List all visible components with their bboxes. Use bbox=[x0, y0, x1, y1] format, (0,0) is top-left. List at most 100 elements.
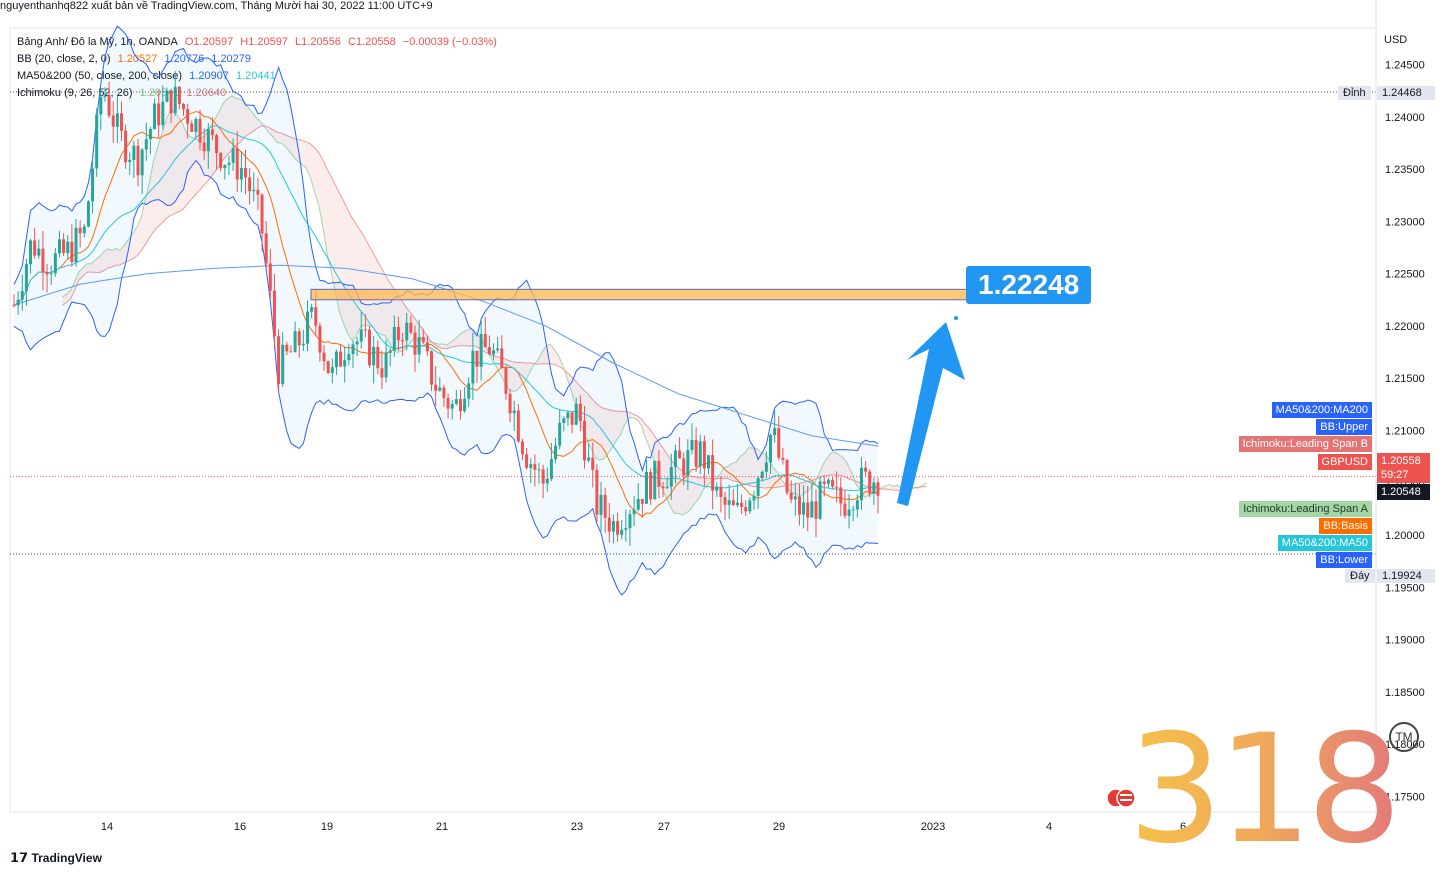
y-tick-label: 1.18500 bbox=[1385, 687, 1425, 699]
candle-body bbox=[781, 457, 785, 460]
candle-body bbox=[215, 135, 219, 154]
candle-body bbox=[177, 86, 181, 105]
symbol-tag: GBPUSD bbox=[1317, 454, 1372, 470]
ma200-tag: MA50&200:MA200 bbox=[1271, 402, 1372, 418]
candle-body bbox=[504, 367, 508, 394]
candle-body bbox=[587, 457, 591, 461]
x-tick-label: 16 bbox=[234, 821, 246, 833]
candle-body bbox=[773, 428, 777, 436]
candle-body bbox=[277, 336, 281, 385]
candle-body bbox=[851, 509, 855, 511]
candle-body bbox=[475, 350, 479, 367]
candle-body bbox=[558, 422, 562, 446]
candle-body bbox=[384, 352, 388, 378]
candle-body bbox=[248, 177, 252, 192]
candle-body bbox=[173, 86, 177, 114]
candle-body bbox=[740, 502, 744, 507]
candle-body bbox=[33, 240, 37, 256]
price-axis[interactable]: 1.24500 1.24000 1.23500 1.23000 1.22500 1.220… bbox=[1375, 0, 1425, 840]
candle-body bbox=[876, 482, 880, 496]
candle-body bbox=[603, 494, 607, 518]
span-b-line bbox=[62, 125, 927, 492]
candle-body bbox=[434, 384, 438, 391]
candle-body bbox=[425, 342, 429, 352]
candle-body bbox=[479, 334, 483, 367]
ma-legend[interactable]: MA50&200 (50, close, 200, close) 1.20907… bbox=[17, 70, 280, 82]
time-axis[interactable]: 14 16 19 21 23 27 29 2023 4 6 9 bbox=[101, 821, 1273, 833]
candle-body bbox=[483, 334, 487, 348]
target-arrow bbox=[897, 322, 965, 506]
target-price-callout: 1.22248 bbox=[966, 266, 1092, 304]
symbol-legend: Bảng Anh/ Đô la Mỹ, 1h, OANDA O1.20597 H… bbox=[17, 36, 501, 48]
currency-label: USD bbox=[1384, 34, 1408, 46]
candle-body bbox=[202, 142, 206, 152]
candle-body bbox=[409, 322, 413, 333]
candle-body bbox=[169, 90, 173, 114]
low-value: L1.20556 bbox=[295, 36, 341, 48]
candle-body bbox=[115, 113, 119, 127]
candle-body bbox=[396, 327, 400, 341]
candle-body bbox=[661, 486, 665, 489]
candle-body bbox=[41, 248, 45, 273]
candle-body bbox=[310, 307, 314, 312]
x-tick-label: 27 bbox=[658, 821, 670, 833]
candle-body bbox=[281, 344, 285, 385]
candle-body bbox=[405, 322, 409, 341]
y-tick-label: 1.23500 bbox=[1385, 164, 1425, 176]
ma200-value: 1.20907 bbox=[189, 70, 229, 82]
candle-body bbox=[268, 263, 272, 291]
candle-body bbox=[649, 471, 653, 500]
candle-body bbox=[392, 327, 396, 351]
candle-body bbox=[719, 486, 723, 498]
candle-body bbox=[128, 159, 132, 163]
tradingview-logo[interactable]: 𝟭𝟳 TradingView bbox=[10, 850, 102, 866]
candle-body bbox=[430, 351, 434, 385]
candle-body bbox=[272, 290, 276, 337]
candle-body bbox=[157, 103, 161, 126]
us-flag-icon[interactable] bbox=[1106, 788, 1136, 808]
candle-body bbox=[62, 239, 66, 253]
candle-body bbox=[632, 509, 636, 515]
candle-body bbox=[355, 341, 359, 345]
candle-body bbox=[421, 337, 425, 343]
candle-body bbox=[264, 233, 268, 264]
y-tick-label: 1.21000 bbox=[1385, 425, 1425, 437]
candle-body bbox=[628, 514, 632, 529]
candle-body bbox=[678, 450, 682, 459]
candle-body bbox=[624, 528, 628, 530]
candle-body bbox=[574, 403, 578, 425]
x-tick-label: 21 bbox=[436, 821, 448, 833]
open-value: O1.20597 bbox=[184, 36, 234, 48]
candle-body bbox=[545, 478, 549, 484]
y-tick-label: 1.19000 bbox=[1385, 635, 1425, 647]
candle-body bbox=[855, 500, 859, 510]
candle-body bbox=[148, 128, 152, 140]
candle-body bbox=[752, 495, 756, 501]
y-tick-label: 1.20000 bbox=[1385, 530, 1425, 542]
candle-body bbox=[707, 455, 711, 469]
span-b-value: 1.20640 bbox=[186, 87, 226, 99]
candle-body bbox=[591, 457, 595, 470]
y-tick-label: 1.17500 bbox=[1385, 791, 1425, 803]
candle-body bbox=[99, 96, 103, 115]
candle-body bbox=[872, 482, 876, 494]
candle-body bbox=[82, 226, 86, 234]
candle-body bbox=[144, 139, 148, 150]
x-tick-label: 19 bbox=[321, 821, 333, 833]
candle-body bbox=[376, 346, 380, 369]
candle-body bbox=[520, 441, 524, 455]
y-tick-label: 1.19500 bbox=[1385, 582, 1425, 594]
high-label: Đỉnh bbox=[1338, 86, 1371, 100]
candle-body bbox=[86, 201, 90, 227]
low-value-tag: 1.19924 bbox=[1377, 569, 1435, 583]
candle-body bbox=[554, 445, 558, 460]
candle-body bbox=[37, 248, 41, 256]
bb-label: BB (20, close, 2, 0) bbox=[17, 53, 111, 65]
candle-body bbox=[343, 360, 347, 367]
candle-body bbox=[363, 329, 367, 331]
high-value-tag: 1.24468 bbox=[1377, 86, 1435, 100]
candle-body bbox=[500, 348, 504, 368]
candle-body bbox=[471, 350, 475, 384]
candle-body bbox=[380, 368, 384, 378]
